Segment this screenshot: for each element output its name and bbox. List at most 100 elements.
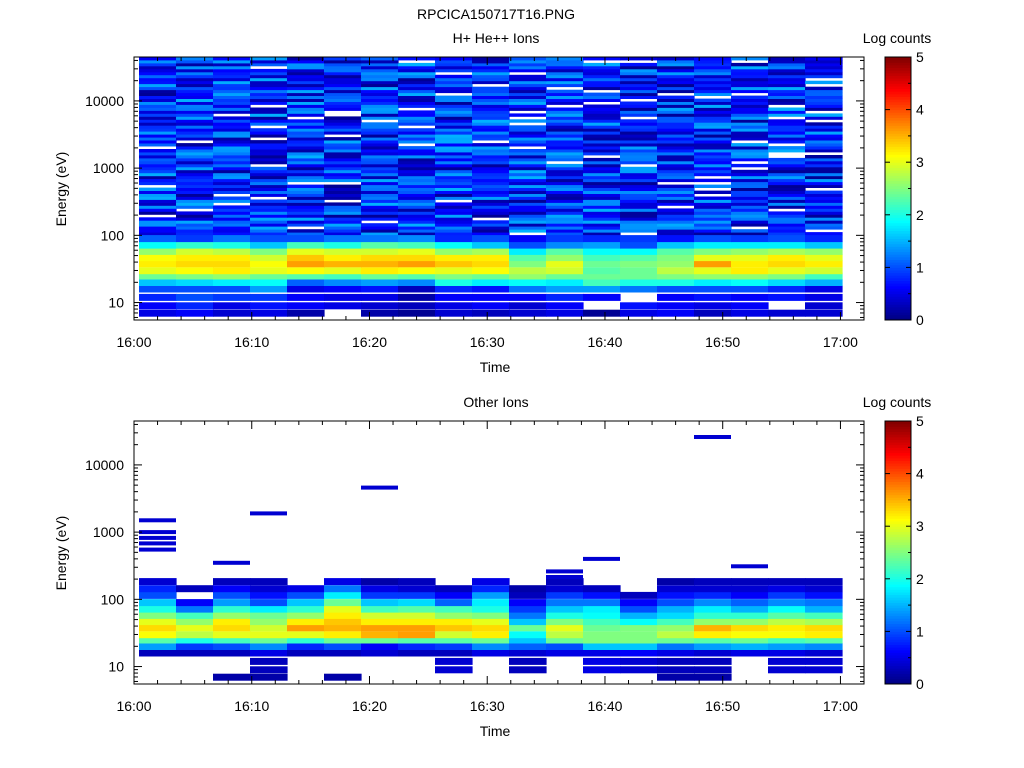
heatmap-cell	[583, 624, 621, 632]
heatmap-cell	[324, 149, 362, 153]
heatmap-cell	[435, 181, 473, 186]
heatmap-cell	[250, 217, 288, 221]
heatmap-cell	[324, 172, 362, 177]
heatmap-cell	[657, 187, 695, 191]
heatmap-cell	[620, 211, 658, 215]
heatmap-cell	[435, 89, 473, 94]
heatmap-cell	[139, 202, 177, 206]
heatmap-cell	[731, 143, 769, 147]
heatmap-cell	[435, 157, 473, 162]
heatmap-cell	[361, 285, 399, 293]
heatmap-cell	[176, 65, 214, 70]
heatmap-cell	[324, 260, 362, 268]
heatmap-cell	[657, 104, 695, 108]
heatmap-cell	[361, 160, 399, 165]
heatmap-cell	[287, 95, 325, 99]
heatmap-cell	[694, 229, 732, 233]
heatmap-cell	[694, 285, 732, 293]
colorbar-step	[885, 288, 911, 292]
heatmap-cell	[324, 89, 362, 94]
heatmap-cell	[176, 279, 214, 286]
heatmap-cell	[287, 205, 325, 209]
heatmap-cell	[731, 285, 769, 293]
heatmap-cell	[324, 60, 362, 64]
panel2-colorbar-label: Log counts	[863, 394, 932, 410]
heatmap-cell	[213, 585, 251, 593]
heatmap-cell	[324, 101, 362, 105]
heatmap-cell	[361, 578, 399, 586]
heatmap-cell	[287, 199, 325, 203]
heatmap-cell	[287, 214, 325, 218]
heatmap-cell	[768, 205, 806, 209]
heatmap-cell	[583, 74, 621, 79]
heatmap-cell	[250, 241, 288, 249]
heatmap-cell	[546, 241, 584, 249]
heatmap-cell	[546, 80, 584, 85]
heatmap-cell	[398, 605, 436, 613]
heatmap-cell	[176, 116, 214, 120]
heatmap-cell	[361, 223, 399, 227]
heatmap-cell	[472, 624, 510, 632]
colorbar-tick-label: 1	[916, 623, 924, 639]
heatmap-cell	[509, 631, 547, 639]
heatmap-cell	[731, 605, 769, 613]
heatmap-cell	[139, 86, 177, 91]
heatmap-cell	[324, 184, 362, 188]
heatmap-cell	[509, 119, 547, 123]
heatmap-cell	[546, 149, 584, 153]
heatmap-cell	[768, 643, 806, 650]
heatmap-cell	[768, 92, 806, 96]
heatmap-cell	[324, 116, 362, 120]
heatmap-cell	[324, 618, 362, 626]
heatmap-cell	[250, 232, 288, 236]
heatmap-cell	[694, 80, 732, 85]
heatmap-cell	[657, 125, 695, 129]
heatmap-cell	[583, 95, 621, 99]
heatmap-cell	[398, 585, 436, 593]
heatmap-cell	[213, 247, 251, 255]
heatmap-cell	[139, 279, 177, 286]
heatmap-cell	[620, 260, 658, 268]
heatmap-cell	[398, 302, 436, 310]
heatmap-cell	[472, 181, 510, 186]
heatmap-cell	[213, 80, 251, 85]
heatmap-cell	[324, 605, 362, 613]
heatmap-cell	[324, 160, 362, 165]
heatmap-cell	[620, 187, 658, 191]
heatmap-cell	[583, 140, 621, 144]
heatmap-cell	[657, 657, 695, 665]
heatmap-cell	[213, 636, 251, 644]
heatmap-cell	[583, 77, 621, 82]
heatmap-cell	[176, 193, 214, 197]
heatmap-cell	[472, 60, 510, 64]
heatmap-cell	[731, 134, 769, 138]
heatmap-cell	[805, 649, 843, 657]
x-tick-label: 16:20	[352, 698, 387, 714]
heatmap-cell	[805, 302, 843, 310]
heatmap-cell	[694, 71, 732, 76]
heatmap-cell	[768, 77, 806, 82]
colorbar-step	[885, 573, 911, 577]
heatmap-cell	[694, 214, 732, 218]
colorbar-step	[885, 526, 911, 530]
heatmap-cell	[731, 95, 769, 99]
heatmap-cell	[472, 155, 510, 159]
colorbar-step	[885, 133, 911, 137]
colorbar-step	[885, 151, 911, 155]
heatmap-cell	[139, 247, 177, 255]
heatmap-cell	[805, 160, 843, 165]
heatmap-cell	[398, 199, 436, 203]
heatmap-cell	[361, 137, 399, 141]
heatmap-cell	[731, 202, 769, 206]
heatmap-cell	[250, 285, 288, 293]
heatmap-cell	[435, 175, 473, 180]
heatmap-cell	[694, 149, 732, 153]
colorbar-step	[885, 262, 911, 266]
heatmap-cell	[657, 71, 695, 76]
heatmap-cell	[546, 214, 584, 218]
heatmap-cell	[657, 591, 695, 599]
heatmap-cell	[546, 649, 584, 657]
heatmap-cell	[509, 175, 547, 180]
heatmap-cell	[398, 152, 436, 156]
